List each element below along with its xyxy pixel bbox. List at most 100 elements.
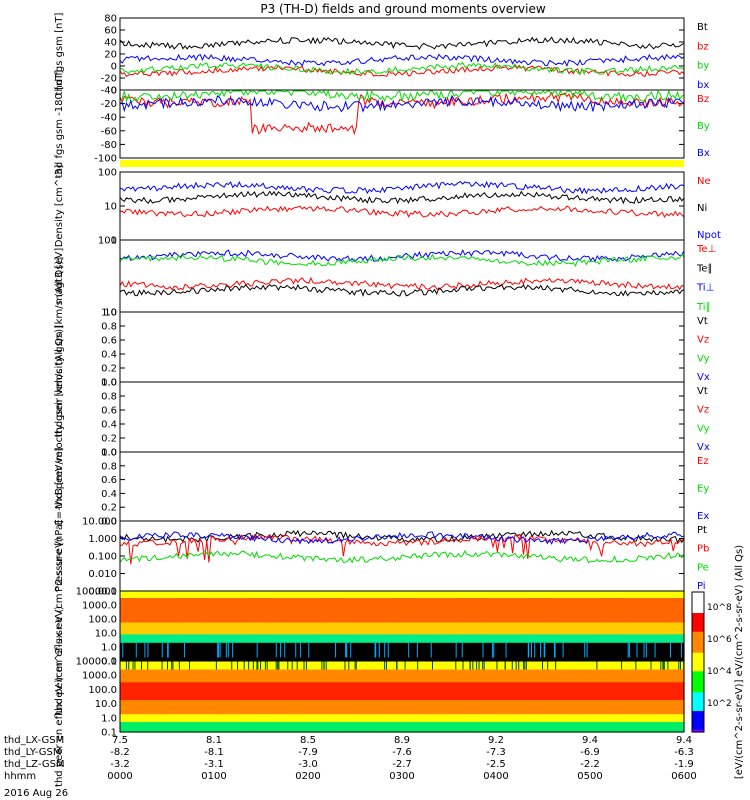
heat-cell (498, 669, 504, 683)
heat-cell (313, 634, 318, 644)
heat-cell (277, 722, 282, 733)
heat-cell (172, 714, 177, 723)
y-tick-label: 0 (111, 86, 117, 97)
heat-cell (639, 682, 645, 701)
heat-cell (381, 700, 387, 715)
heat-cell (269, 722, 274, 733)
heat-cell (333, 591, 339, 599)
heat-cell (418, 622, 423, 635)
heat-cell (522, 622, 528, 635)
heat-cell (341, 650, 347, 662)
heat-cell (248, 722, 254, 733)
panel-ylabel: thd peir en eflux eV (cm^2-s-sr-eV) (54, 537, 65, 715)
heat-cell (208, 669, 214, 683)
x-row-label: thd_LX-GSM (4, 735, 64, 746)
heat-cell (164, 682, 169, 701)
heat-cell (212, 622, 218, 635)
heat-cell (281, 682, 286, 701)
colorbar-cell (692, 718, 704, 721)
heat-cell (659, 661, 665, 671)
heat-cell (337, 682, 343, 701)
heat-cell (325, 669, 331, 683)
heat-cell (518, 598, 524, 624)
heat-cell (587, 650, 592, 662)
heat-cell (538, 598, 544, 624)
heat-cell (486, 591, 492, 599)
heat-cell (212, 598, 218, 624)
heat-cell (176, 722, 182, 733)
heat-cell (277, 661, 282, 671)
colorbar-cell (692, 631, 704, 635)
heat-cell (269, 591, 274, 599)
heat-cell (430, 598, 435, 624)
heat-cell (349, 722, 355, 733)
heat-cell (172, 598, 177, 624)
heat-cell (595, 714, 600, 723)
heat-cell (470, 642, 476, 652)
heat-cell (293, 591, 298, 599)
heat-cell (273, 598, 278, 624)
heat-cell (466, 722, 472, 733)
heat-cell (530, 591, 536, 599)
heat-cell (397, 622, 403, 635)
heat-cell (381, 598, 387, 624)
heat-cell (671, 622, 677, 635)
heat-cell (248, 682, 254, 701)
heat-cell (152, 650, 157, 662)
heat-cell (671, 650, 677, 662)
heat-cell (212, 642, 218, 652)
heat-cell (180, 682, 186, 701)
heat-cell (551, 598, 556, 624)
heat-cell (543, 598, 548, 624)
heat-cell (176, 622, 182, 635)
heat-cell (627, 634, 633, 644)
heat-cell (269, 700, 274, 715)
heat-cell (514, 634, 520, 644)
heat-cell (208, 598, 214, 624)
y-tick-label: 0.0 (101, 378, 117, 389)
colorbar-cell (692, 606, 704, 609)
heat-cell (406, 598, 411, 624)
heat-cell (248, 622, 254, 635)
colorbar-cell (692, 701, 704, 705)
colorbar-cell (692, 727, 704, 731)
colorbar-cell (692, 676, 704, 679)
x-tick-label: -3.0 (298, 759, 318, 770)
heat-cell (494, 650, 500, 662)
heat-cell (530, 700, 536, 715)
heat-cell (192, 598, 198, 624)
y-tick-label: 100 (98, 168, 117, 179)
heat-cell (128, 682, 133, 701)
heat-cell (220, 650, 226, 662)
heat-cell (357, 642, 363, 652)
heat-cell (136, 622, 141, 635)
heat-cell (317, 700, 323, 715)
heat-cell (643, 700, 649, 715)
heat-cell (675, 669, 681, 683)
heat-cell (393, 700, 399, 715)
heat-cell (200, 669, 206, 683)
heat-cell (204, 634, 210, 644)
heat-cell (385, 714, 391, 723)
y-tick-label: 0.4 (101, 350, 117, 361)
panel-2 (120, 160, 684, 167)
heat-cell (124, 591, 129, 599)
heat-cell (458, 642, 464, 652)
heat-cell (180, 669, 186, 683)
heat-cell (599, 598, 605, 624)
heat-cell (563, 661, 568, 671)
heat-cell (498, 682, 504, 701)
heat-cell (192, 642, 198, 652)
heat-cell (639, 591, 645, 599)
heat-cell (663, 669, 669, 683)
heat-cell (530, 622, 536, 635)
heat-cell (188, 634, 194, 644)
heat-cell (567, 669, 572, 683)
x-tick-label: -7.6 (392, 747, 412, 758)
heat-cell (651, 714, 657, 723)
heat-cell (414, 650, 419, 662)
heat-cell (639, 661, 645, 671)
heat-cell (402, 650, 407, 662)
y-tick-label: 0.6 (101, 475, 117, 486)
panel-9: thd peir en eflux eV (cm^2-s-sr-eV) 10000… (54, 537, 685, 715)
